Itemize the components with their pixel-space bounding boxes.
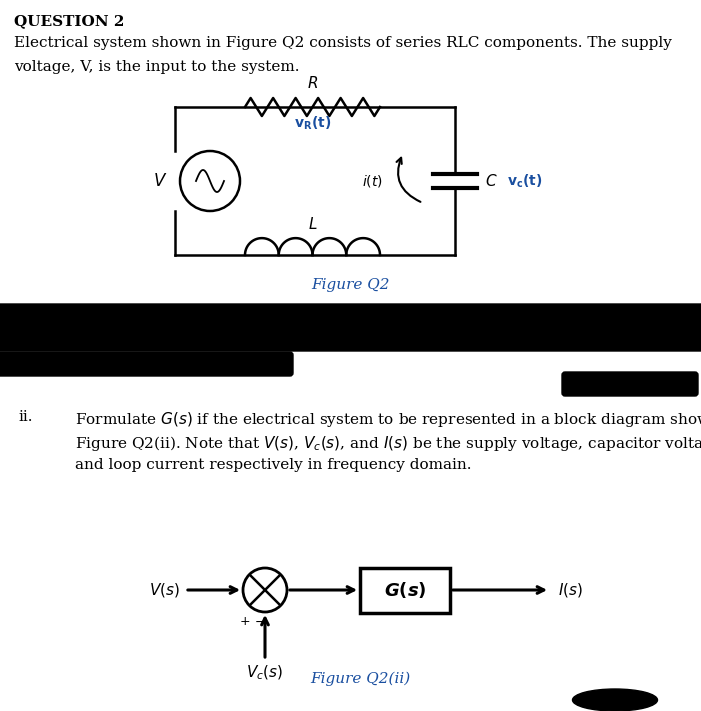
Text: $\boldsymbol{G(s)}$: $\boldsymbol{G(s)}$ (383, 580, 426, 600)
Text: $i(t)$: $i(t)$ (362, 173, 383, 189)
Text: $-$: $-$ (254, 615, 266, 628)
Text: $I(s)$: $I(s)$ (558, 581, 583, 599)
Text: $V_c(s)$: $V_c(s)$ (246, 664, 284, 683)
FancyBboxPatch shape (360, 567, 450, 612)
Text: Figure Q2: Figure Q2 (311, 278, 389, 292)
FancyBboxPatch shape (0, 352, 293, 376)
Text: $\mathbf{v_R(t)}$: $\mathbf{v_R(t)}$ (294, 115, 331, 132)
Text: ii.: ii. (18, 410, 32, 424)
FancyBboxPatch shape (562, 372, 698, 396)
Text: $V$: $V$ (153, 173, 167, 190)
Text: $\mathbf{v_c(t)}$: $\mathbf{v_c(t)}$ (507, 172, 543, 190)
Text: $C$: $C$ (485, 173, 498, 189)
FancyBboxPatch shape (0, 327, 701, 351)
Text: Electrical system shown in Figure Q2 consists of series RLC components. The supp: Electrical system shown in Figure Q2 con… (14, 36, 672, 50)
Ellipse shape (573, 689, 658, 711)
Text: $L$: $L$ (308, 216, 318, 232)
Text: and loop current respectively in frequency domain.: and loop current respectively in frequen… (75, 458, 472, 472)
Text: Formulate $G(s)$ if the electrical system to be represented in a block diagram s: Formulate $G(s)$ if the electrical syste… (75, 410, 701, 429)
FancyBboxPatch shape (0, 304, 701, 328)
Text: QUESTION 2: QUESTION 2 (14, 14, 124, 28)
Text: $+$: $+$ (239, 615, 251, 628)
Text: voltage, V, is the input to the system.: voltage, V, is the input to the system. (14, 60, 299, 74)
Text: Figure Q2(ii): Figure Q2(ii) (310, 672, 410, 686)
Text: $R$: $R$ (307, 75, 318, 91)
Text: Figure Q2(ii). Note that $V(s)$, $V_c(s)$, and $I(s)$ be the supply voltage, cap: Figure Q2(ii). Note that $V(s)$, $V_c(s)… (75, 434, 701, 453)
Text: $V(s)$: $V(s)$ (149, 581, 180, 599)
